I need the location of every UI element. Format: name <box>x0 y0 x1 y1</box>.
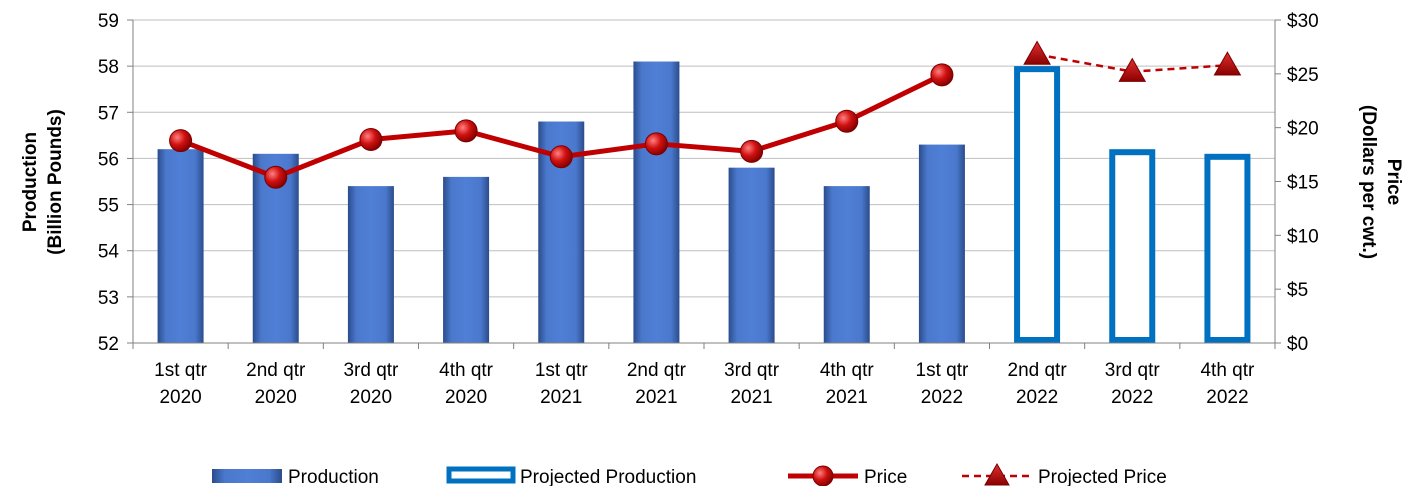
right-tick-label: $15 <box>1287 173 1319 194</box>
x-tick-label-line: 4th qtr <box>1200 360 1255 381</box>
x-tick-label-line: 4th qtr <box>439 360 494 381</box>
projected-price-line <box>1023 40 1242 82</box>
production-bar <box>728 167 775 343</box>
x-tick-label-line: 2022 <box>1016 387 1058 408</box>
projected-production-bar <box>1109 149 1156 343</box>
right-axis-title-line: (Dollars per cwt.) <box>1358 105 1379 259</box>
x-tick-label-line: 2nd qtr <box>1008 360 1068 381</box>
projected-production-bar <box>1204 153 1251 343</box>
legend-label-production: Production <box>288 467 379 486</box>
left-axis-title-line: Production <box>20 132 41 232</box>
right-tick-label: $25 <box>1287 65 1319 86</box>
price-line <box>169 63 954 189</box>
x-tick-label-line: 2021 <box>635 387 677 408</box>
tick-labels: 52 53 54 55 56 57 58 59 $0 $5 $10 $15 $20 $25 $30 1st q… <box>98 11 1319 408</box>
x-tick-label: 3rd qtr 2022 <box>1105 360 1161 408</box>
price-point <box>454 119 478 143</box>
left-tick-label: 59 <box>98 11 119 32</box>
x-tick-label: 3rd qtr 2020 <box>343 360 399 408</box>
production-bar <box>633 61 680 344</box>
left-tick-label: 58 <box>98 57 119 78</box>
gridlines <box>133 19 1275 344</box>
left-tick-label: 52 <box>98 334 119 355</box>
legend: Production Projected Production Price Proje… <box>212 462 1167 486</box>
left-tick-label: 54 <box>98 242 120 263</box>
price-point <box>740 139 764 163</box>
right-axis-title-line: Price <box>1383 159 1404 205</box>
x-tick-label-line: 2020 <box>350 387 392 408</box>
production-bar <box>823 186 870 343</box>
right-tick-label: $30 <box>1287 11 1319 32</box>
right-tick-label: $5 <box>1287 280 1308 301</box>
left-tick-label: 55 <box>98 196 119 217</box>
x-tick-label-line: 2021 <box>730 387 772 408</box>
left-tick-label: 53 <box>98 288 119 309</box>
x-tick-label-line: 2022 <box>921 387 963 408</box>
projected-price-point <box>1023 40 1051 65</box>
production-bar <box>347 186 394 343</box>
x-tick-label-line: 1st qtr <box>154 360 207 381</box>
legend-swatch-price-marker <box>812 465 834 486</box>
projected-production-bar <box>1014 66 1061 344</box>
left-tick-label: 57 <box>98 103 119 124</box>
price-point <box>169 129 193 153</box>
x-tick-label-line: 2020 <box>255 387 297 408</box>
production-bar <box>443 176 490 343</box>
legend-swatch-projected-price-marker <box>984 462 1010 486</box>
production-bar <box>918 144 965 343</box>
x-tick-label-line: 3rd qtr <box>1105 360 1161 381</box>
right-tick-label: $0 <box>1287 334 1308 355</box>
x-tick-label: 2nd qtr 2021 <box>627 360 687 408</box>
x-tick-label: 4th qtr 2020 <box>439 360 494 408</box>
projected-production-bars <box>1014 66 1251 344</box>
x-tick-label: 4th qtr 2021 <box>820 360 875 408</box>
left-axis-title-line: (Billion Pounds) <box>45 109 66 255</box>
x-tick-label: 2nd qtr 2020 <box>246 360 306 408</box>
x-tick-label: 1st qtr 2020 <box>154 360 207 408</box>
x-tick-label-line: 3rd qtr <box>724 360 780 381</box>
x-tick-label-line: 2021 <box>826 387 868 408</box>
x-tick-label-line: 4th qtr <box>820 360 875 381</box>
production-bar <box>157 149 204 343</box>
price-point <box>835 109 859 133</box>
x-tick-label-line: 1st qtr <box>535 360 588 381</box>
legend-swatch-projected-production <box>446 466 516 484</box>
legend-label-price: Price <box>864 467 907 486</box>
price-point <box>549 145 573 169</box>
right-axis-title: Price(Dollars per cwt.) <box>1358 105 1404 259</box>
right-tick-label: $10 <box>1287 226 1319 247</box>
x-tick-label: 3rd qtr 2021 <box>724 360 780 408</box>
right-tick-label: $20 <box>1287 119 1319 140</box>
price-point <box>644 132 668 156</box>
x-tick-label: 4th qtr 2022 <box>1200 360 1255 408</box>
x-tick-label-line: 2nd qtr <box>627 360 687 381</box>
projected-price-point <box>1118 57 1147 82</box>
x-tick-label-line: 2021 <box>540 387 582 408</box>
price-point <box>930 63 954 87</box>
legend-swatch-production <box>212 469 282 483</box>
x-tick-label-line: 3rd qtr <box>343 360 399 381</box>
projected-price-point <box>1213 51 1242 76</box>
x-tick-label: 1st qtr 2021 <box>535 360 588 408</box>
legend-label-projected-price: Projected Price <box>1038 467 1167 486</box>
left-axis-title: Production (Billion Pounds) <box>20 109 66 255</box>
production-bars <box>157 61 965 344</box>
axis-titles: Production (Billion Pounds) Price(Dollars … <box>20 105 1404 259</box>
x-tick-label: 2nd qtr 2022 <box>1008 360 1068 408</box>
x-tick-label-line: 2022 <box>1206 387 1248 408</box>
legend-label-projected-production: Projected Production <box>520 467 696 486</box>
left-tick-label: 56 <box>98 149 119 170</box>
x-tick-label-line: 2nd qtr <box>246 360 306 381</box>
price-point <box>359 128 383 152</box>
x-tick-label: 1st qtr 2022 <box>916 360 969 408</box>
x-tick-label-line: 1st qtr <box>916 360 969 381</box>
x-tick-label-line: 2020 <box>445 387 487 408</box>
x-tick-label-line: 2020 <box>159 387 201 408</box>
x-tick-label-line: 2022 <box>1111 387 1153 408</box>
price-point <box>264 165 288 189</box>
axes <box>127 19 1281 349</box>
